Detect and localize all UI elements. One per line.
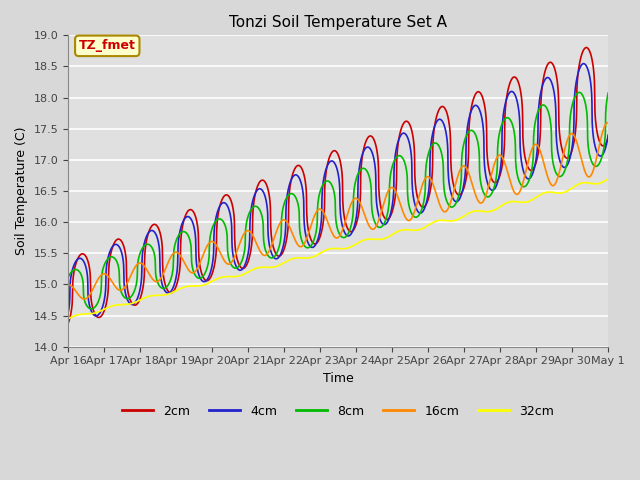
8cm xyxy=(572,93,579,98)
16cm xyxy=(572,136,579,142)
Line: 2cm: 2cm xyxy=(68,48,608,324)
2cm xyxy=(354,216,362,222)
Title: Tonzi Soil Temperature Set A: Tonzi Soil Temperature Set A xyxy=(229,15,447,30)
8cm xyxy=(354,172,362,178)
4cm xyxy=(354,199,362,205)
4cm xyxy=(64,311,72,316)
8cm xyxy=(64,275,72,281)
Line: 8cm: 8cm xyxy=(68,92,608,309)
8cm xyxy=(575,89,583,95)
32cm xyxy=(604,176,612,181)
2cm xyxy=(582,45,590,50)
16cm xyxy=(215,247,223,253)
4cm xyxy=(215,205,223,211)
32cm xyxy=(557,190,564,196)
2cm xyxy=(64,321,72,326)
4cm xyxy=(604,132,612,138)
16cm xyxy=(81,296,88,302)
16cm xyxy=(495,152,503,158)
2cm xyxy=(365,133,373,139)
Legend: 2cm, 4cm, 8cm, 16cm, 32cm: 2cm, 4cm, 8cm, 16cm, 32cm xyxy=(117,400,559,423)
8cm xyxy=(88,306,95,312)
8cm xyxy=(557,174,564,180)
Y-axis label: Soil Temperature (C): Soil Temperature (C) xyxy=(15,127,28,255)
16cm xyxy=(64,282,72,288)
2cm xyxy=(495,176,502,181)
4cm xyxy=(365,145,373,151)
32cm xyxy=(572,183,579,189)
Line: 32cm: 32cm xyxy=(68,179,608,319)
8cm xyxy=(604,90,612,96)
32cm xyxy=(495,204,502,210)
32cm xyxy=(354,240,362,246)
2cm xyxy=(604,134,612,140)
4cm xyxy=(580,61,588,67)
32cm xyxy=(64,316,72,322)
Line: 4cm: 4cm xyxy=(68,64,608,316)
2cm xyxy=(557,138,564,144)
16cm xyxy=(557,164,564,170)
8cm xyxy=(215,216,223,222)
4cm xyxy=(557,160,564,166)
Line: 16cm: 16cm xyxy=(68,123,608,299)
4cm xyxy=(495,174,503,180)
2cm xyxy=(215,208,223,214)
8cm xyxy=(495,132,503,138)
16cm xyxy=(365,224,373,229)
X-axis label: Time: Time xyxy=(323,372,353,385)
16cm xyxy=(604,120,612,126)
32cm xyxy=(215,276,223,281)
4cm xyxy=(572,83,579,88)
Text: TZ_fmet: TZ_fmet xyxy=(79,39,136,52)
16cm xyxy=(354,196,362,202)
8cm xyxy=(365,175,373,180)
32cm xyxy=(365,236,373,242)
16cm xyxy=(604,120,612,126)
4cm xyxy=(92,313,100,319)
2cm xyxy=(572,129,579,135)
